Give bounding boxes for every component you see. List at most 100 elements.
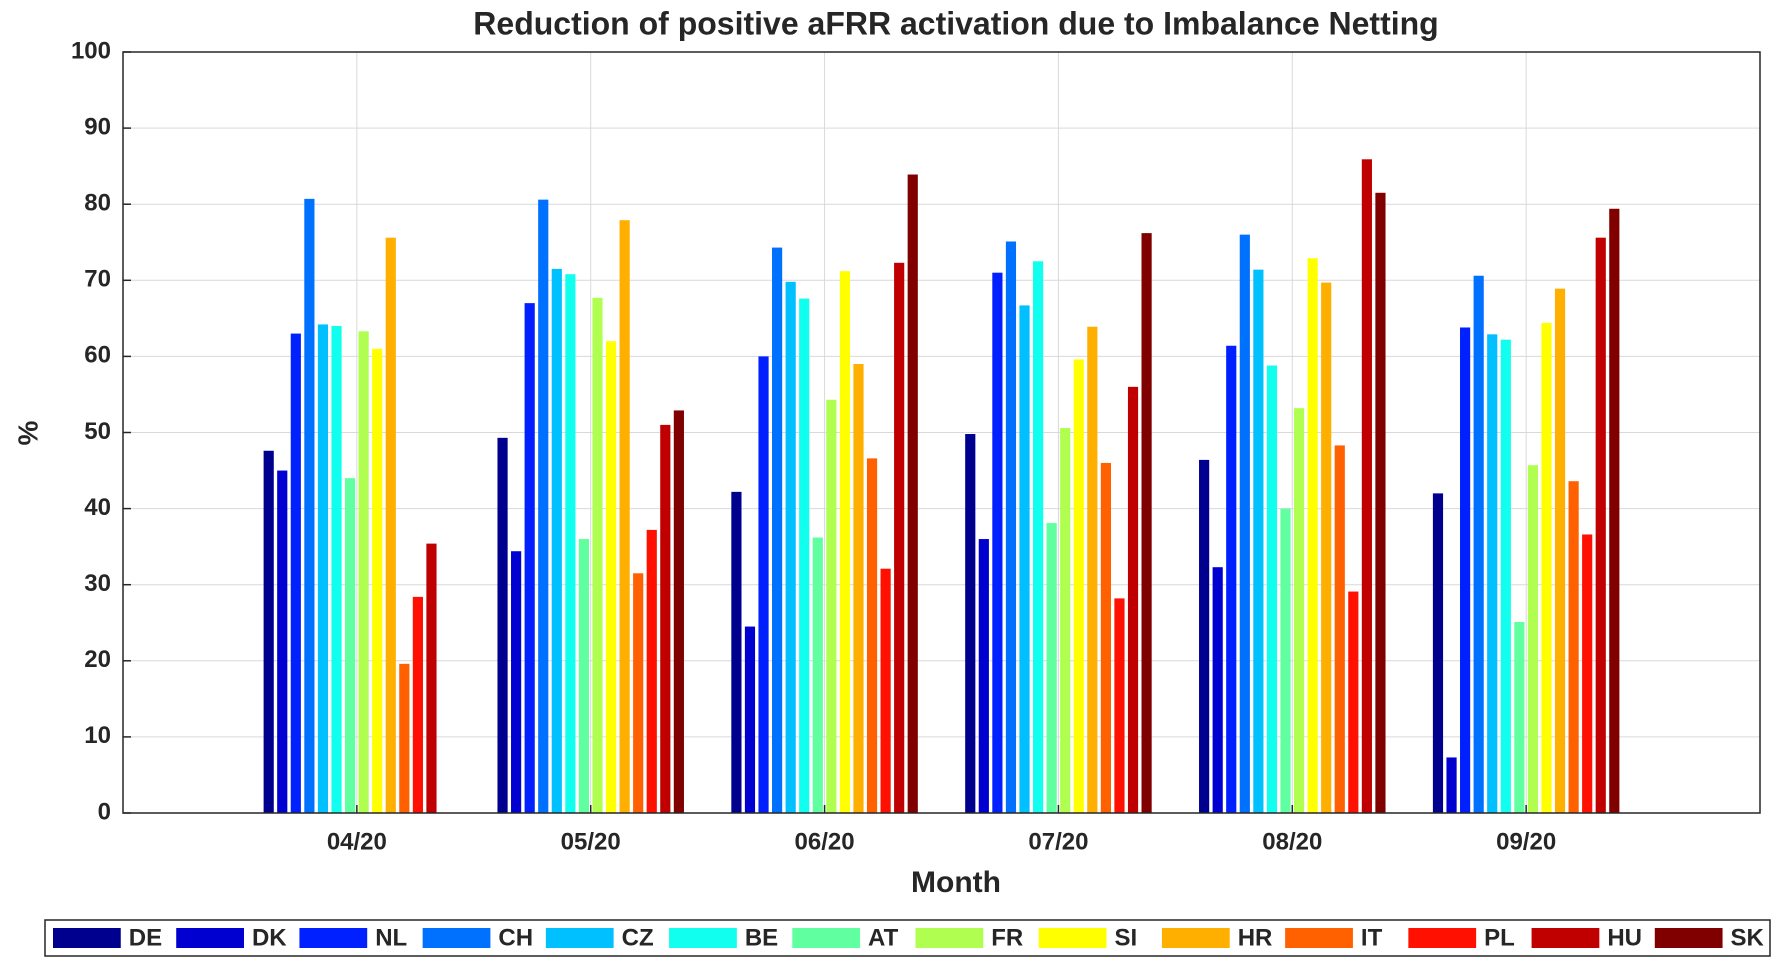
legend-label: NL xyxy=(375,924,407,951)
bar xyxy=(1060,427,1071,813)
legend-swatch xyxy=(1531,928,1600,948)
y-tick-label: 60 xyxy=(84,342,111,369)
bar xyxy=(1595,237,1606,813)
bar xyxy=(426,543,437,813)
y-tick-label: 30 xyxy=(84,570,111,597)
bar xyxy=(880,568,891,813)
bar xyxy=(1239,234,1250,813)
bar xyxy=(1307,258,1318,814)
bar xyxy=(1199,459,1210,813)
legend-label: AT xyxy=(868,924,899,951)
bar xyxy=(317,324,329,813)
bar xyxy=(866,458,878,813)
bar xyxy=(812,537,823,813)
legend-label: CZ xyxy=(622,924,654,951)
y-tick-label: 10 xyxy=(84,722,111,749)
bar xyxy=(358,331,369,813)
bar xyxy=(853,364,864,813)
bar xyxy=(731,491,742,813)
bar xyxy=(1032,261,1044,813)
bar xyxy=(304,198,315,814)
legend-swatch xyxy=(422,928,491,948)
y-tick-label: 20 xyxy=(84,646,111,673)
legend-label: BE xyxy=(745,924,778,951)
bar xyxy=(673,410,684,813)
bar xyxy=(1293,408,1305,813)
bar xyxy=(1212,567,1223,813)
legend-swatch xyxy=(299,928,368,948)
bar xyxy=(1100,462,1111,813)
bar xyxy=(511,551,522,813)
bar xyxy=(399,663,410,813)
bar xyxy=(646,529,657,813)
bar xyxy=(538,199,549,813)
bar xyxy=(372,348,383,813)
legend-label: SI xyxy=(1114,924,1137,951)
bar xyxy=(839,271,851,814)
bar xyxy=(965,434,976,813)
x-tick-label: 06/20 xyxy=(795,828,855,855)
bar xyxy=(1432,493,1444,813)
legend-swatch xyxy=(1161,928,1230,948)
legend-label: HR xyxy=(1238,924,1273,951)
bar xyxy=(592,297,603,814)
bar xyxy=(772,247,783,813)
legend-swatch xyxy=(669,928,737,948)
x-tick-label: 09/20 xyxy=(1496,828,1556,855)
bar xyxy=(1361,159,1372,813)
bar xyxy=(1266,365,1278,813)
legend-label: FR xyxy=(991,924,1023,951)
x-tick-label: 08/20 xyxy=(1262,828,1322,855)
bar xyxy=(1473,275,1484,813)
bar xyxy=(1568,481,1579,813)
y-axis-label: % xyxy=(12,420,43,445)
legend-label: IT xyxy=(1361,924,1383,951)
chart-title: Reduction of positive aFRR activation du… xyxy=(473,5,1438,41)
legend-swatch xyxy=(1038,928,1107,948)
bar xyxy=(799,298,810,814)
bar xyxy=(633,573,644,813)
legend-swatch xyxy=(792,928,861,948)
legend-label: CH xyxy=(498,924,533,951)
bar xyxy=(1114,598,1125,813)
bar xyxy=(578,539,590,813)
bar xyxy=(277,470,288,813)
bar xyxy=(1446,757,1457,813)
bar xyxy=(992,272,1003,813)
bar xyxy=(619,220,630,813)
bar xyxy=(744,626,756,813)
y-tick-label: 40 xyxy=(84,494,111,521)
bar xyxy=(758,356,769,813)
bar xyxy=(331,325,342,813)
bar xyxy=(1334,445,1345,813)
bar xyxy=(344,478,356,813)
bar xyxy=(1019,305,1030,813)
legend-swatch xyxy=(915,928,984,948)
bar xyxy=(1046,523,1057,813)
bar xyxy=(978,539,989,813)
bar xyxy=(290,333,301,813)
bar xyxy=(907,174,918,813)
bar xyxy=(263,450,274,813)
bar xyxy=(1253,269,1264,813)
bar xyxy=(1541,322,1552,813)
axes-box xyxy=(122,51,1761,814)
bar xyxy=(1527,465,1539,813)
legend-swatch xyxy=(1408,928,1477,948)
bar xyxy=(660,424,671,813)
y-tick-label: 0 xyxy=(98,798,111,825)
bar xyxy=(497,437,508,813)
bar xyxy=(605,341,617,813)
x-axis-label: Month xyxy=(911,866,1001,899)
legend-swatch xyxy=(176,928,244,948)
y-tick-label: 80 xyxy=(84,190,111,217)
y-tick-label: 100 xyxy=(71,37,111,64)
legend-swatch xyxy=(1285,928,1353,948)
bar xyxy=(1348,591,1359,813)
bar xyxy=(1514,621,1525,813)
bar xyxy=(565,274,576,813)
bar xyxy=(894,262,905,813)
x-tick-label: 07/20 xyxy=(1028,828,1088,855)
